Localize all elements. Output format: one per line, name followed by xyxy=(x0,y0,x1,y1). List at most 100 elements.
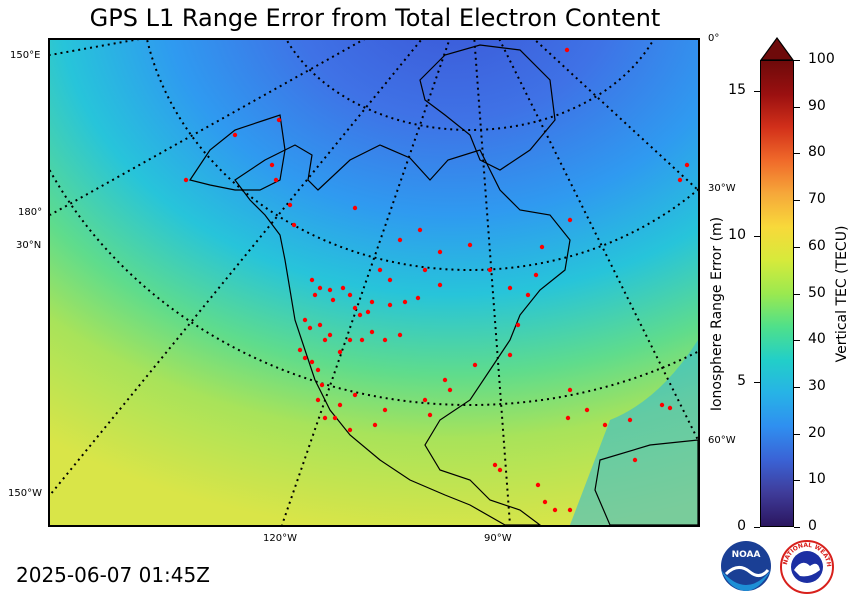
gps-station-marker xyxy=(472,362,478,368)
gps-station-marker xyxy=(232,132,238,138)
gps-station-marker xyxy=(415,295,421,301)
tec-tick-label: 20 xyxy=(808,424,826,441)
tec-tick-label: 40 xyxy=(808,331,826,348)
gps-station-marker xyxy=(467,242,473,248)
gps-station-marker xyxy=(347,337,353,343)
gps-station-marker xyxy=(297,347,303,353)
gps-station-marker xyxy=(659,402,665,408)
gps-station-marker xyxy=(340,285,346,291)
range-error-tick-label: 0 xyxy=(737,518,746,534)
chart-title: GPS L1 Range Error from Total Electron C… xyxy=(89,4,661,32)
noaa-logo: NOAA xyxy=(721,541,771,591)
alaska-outline xyxy=(189,114,286,191)
gps-station-marker xyxy=(442,377,448,383)
gps-station-marker xyxy=(525,292,531,298)
gps-station-marker xyxy=(567,217,573,223)
gps-station-marker xyxy=(327,287,333,293)
gps-station-marker xyxy=(291,222,297,228)
tec-tick-label: 70 xyxy=(808,191,826,208)
gps-station-marker xyxy=(319,382,325,388)
tec-tick-mark xyxy=(794,386,800,388)
gps-station-marker xyxy=(627,417,633,423)
gps-station-marker xyxy=(330,297,336,303)
tec-tick-mark xyxy=(794,340,800,342)
lon-label-60w: 60°W xyxy=(708,435,736,446)
gps-station-marker xyxy=(492,462,498,468)
tec-tick-mark xyxy=(794,527,800,528)
lon-label-150w: 150°W xyxy=(8,488,42,499)
gps-station-marker xyxy=(302,355,308,361)
colorbar xyxy=(760,60,794,527)
tec-tick-label: 100 xyxy=(808,51,835,67)
tec-tick-label: 10 xyxy=(808,471,826,488)
gps-station-marker xyxy=(507,352,513,358)
gps-station-marker xyxy=(533,272,539,278)
gps-station-marker xyxy=(387,277,393,283)
gps-station-marker xyxy=(347,427,353,433)
tec-tick-mark xyxy=(794,293,800,295)
range-error-tick-mark xyxy=(754,91,760,92)
gps-station-marker xyxy=(422,397,428,403)
gps-station-marker xyxy=(315,367,321,373)
gps-station-marker xyxy=(352,392,358,398)
gps-station-marker xyxy=(359,337,365,343)
gps-station-marker xyxy=(377,267,383,273)
gps-station-marker xyxy=(337,349,343,355)
timestamp: 2025-06-07 01:45Z xyxy=(16,563,210,587)
gps-station-marker xyxy=(352,305,358,311)
greenland-outline xyxy=(419,44,556,171)
gps-station-marker xyxy=(357,312,363,318)
tec-tick-mark xyxy=(794,433,800,435)
range-error-tick-mark xyxy=(754,236,760,238)
gps-station-marker xyxy=(417,227,423,233)
tec-tick-mark xyxy=(794,60,800,61)
range-error-tick-label: 5 xyxy=(737,372,746,389)
tec-tick-mark xyxy=(794,153,800,155)
gps-station-marker xyxy=(352,205,358,211)
gps-station-marker xyxy=(315,397,321,403)
tec-tick-label: 50 xyxy=(808,284,826,301)
gps-station-marker xyxy=(535,482,541,488)
lat-label-30n: 30°N xyxy=(16,240,42,251)
gps-station-marker xyxy=(515,322,521,328)
gps-station-marker xyxy=(565,415,571,421)
gps-station-marker xyxy=(273,177,279,183)
gps-station-marker xyxy=(382,337,388,343)
gps-station-marker xyxy=(183,177,189,183)
tec-tick-mark xyxy=(794,200,800,202)
gps-station-marker xyxy=(397,332,403,338)
gps-station-marker xyxy=(317,322,323,328)
tec-tick-mark xyxy=(794,246,800,248)
tec-tick-label: 80 xyxy=(808,144,826,161)
range-error-tick-mark xyxy=(754,527,760,528)
colorbar-extend-arrow xyxy=(760,37,794,61)
gps-station-marker xyxy=(372,422,378,428)
gps-station-marker xyxy=(584,407,590,413)
lon-label-90w: 90°W xyxy=(484,533,512,544)
gps-station-marker xyxy=(552,507,558,513)
colorbar-label-range-error: Ionosphere Range Error (m) xyxy=(709,216,725,412)
gps-stations xyxy=(183,47,690,513)
tec-tick-mark xyxy=(794,480,800,482)
gps-station-marker xyxy=(269,162,275,168)
gps-station-marker xyxy=(332,415,338,421)
gps-station-marker xyxy=(507,285,513,291)
gps-station-marker xyxy=(564,47,570,53)
gps-station-marker xyxy=(365,309,371,315)
gps-station-marker xyxy=(309,359,315,365)
gps-station-marker xyxy=(422,267,428,273)
tec-map xyxy=(48,38,700,527)
lon-label-180: 180° xyxy=(18,207,43,218)
gps-station-marker xyxy=(402,299,408,305)
tec-tick-label: 60 xyxy=(808,237,826,254)
gps-station-marker xyxy=(387,302,393,308)
gps-station-marker xyxy=(369,299,375,305)
gps-station-marker xyxy=(632,457,638,463)
lon-label-30w: 30°W xyxy=(708,183,736,194)
north-america-outline xyxy=(234,144,571,525)
tec-tick-label: 0 xyxy=(808,518,817,534)
colorbar-label-tec: Vertical TEC (TECU) xyxy=(834,225,850,363)
gps-station-marker xyxy=(427,412,433,418)
gps-station-marker xyxy=(397,237,403,243)
gps-station-marker xyxy=(322,337,328,343)
